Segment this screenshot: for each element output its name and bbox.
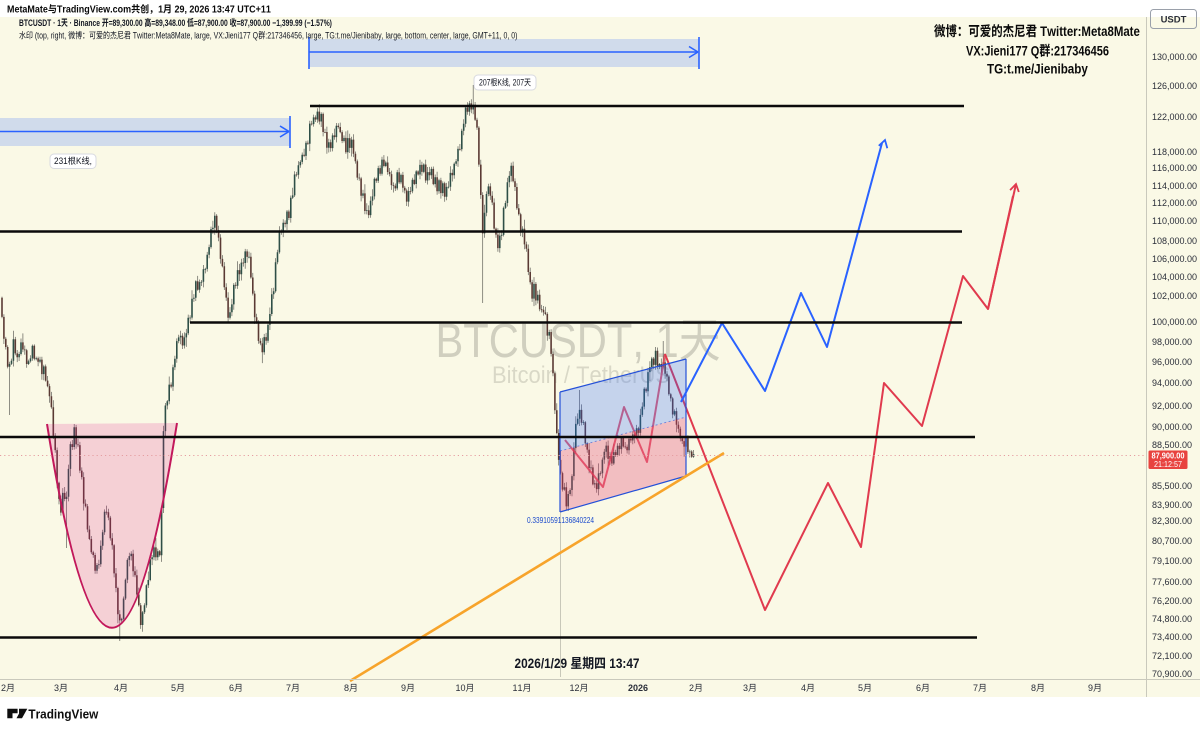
- svg-text:104,000.00: 104,000.00: [1152, 272, 1197, 282]
- svg-text::217346456, large, TG:t.me/Jie: :217346456, large, TG:t.me/Jienibaby, la…: [265, 31, 517, 41]
- svg-text:82,300.00: 82,300.00: [1152, 516, 1192, 526]
- svg-text:2026/1/29: 2026/1/29: [515, 656, 568, 671]
- svg-text:92,000.00: 92,000.00: [1152, 401, 1192, 411]
- svg-text:6: 6: [916, 683, 921, 693]
- svg-text:207: 207: [479, 78, 491, 88]
- svg-text:2026: 2026: [628, 683, 648, 693]
- svg-text:Twitter:Meta8Mate, large, VX:J: Twitter:Meta8Mate, large, VX:Jieni177 Q: [133, 31, 258, 41]
- svg-text:72,100.00: 72,100.00: [1152, 651, 1192, 661]
- svg-text:29, 2026 13:47 UTC+11: 29, 2026 13:47 UTC+11: [174, 4, 271, 16]
- svg-text:21:12:57: 21:12:57: [1154, 460, 1182, 469]
- svg-text:8: 8: [344, 683, 349, 693]
- svg-text:96,000.00: 96,000.00: [1152, 357, 1192, 367]
- svg-text:TradingView.com: TradingView.com: [57, 4, 131, 16]
- svg-text:MetaMate: MetaMate: [7, 4, 48, 16]
- svg-text:VX:Jieni177 Q: VX:Jieni177 Q: [966, 43, 1039, 59]
- svg-text::217346456: :217346456: [1050, 43, 1109, 59]
- svg-text:106,000.00: 106,000.00: [1152, 254, 1197, 264]
- svg-text:130,000.00: 130,000.00: [1152, 52, 1197, 62]
- svg-text:=89,348.00: =89,348.00: [151, 18, 185, 28]
- svg-text:1: 1: [158, 4, 164, 16]
- svg-text:108,000.00: 108,000.00: [1152, 236, 1197, 246]
- svg-text:3: 3: [54, 683, 59, 693]
- svg-text:76,200.00: 76,200.00: [1152, 596, 1192, 606]
- svg-text:90,000.00: 90,000.00: [1152, 422, 1192, 432]
- svg-text:TradingView: TradingView: [28, 707, 98, 722]
- svg-text:88,500.00: 88,500.00: [1152, 440, 1192, 450]
- svg-text:8: 8: [1031, 683, 1036, 693]
- svg-text:80,700.00: 80,700.00: [1152, 536, 1192, 546]
- svg-text:94,000.00: 94,000.00: [1152, 378, 1192, 388]
- svg-text:7: 7: [973, 683, 978, 693]
- svg-text:9: 9: [1088, 683, 1093, 693]
- svg-text:126,000.00: 126,000.00: [1152, 81, 1197, 91]
- svg-text:5: 5: [858, 683, 863, 693]
- svg-text:12: 12: [570, 683, 580, 693]
- svg-text:4: 4: [114, 683, 119, 693]
- svg-text:· Binance: · Binance: [70, 18, 101, 28]
- svg-text:122,000.00: 122,000.00: [1152, 112, 1197, 122]
- svg-text:2: 2: [1, 683, 6, 693]
- svg-text:74,800.00: 74,800.00: [1152, 614, 1192, 624]
- svg-text:79,100.00: 79,100.00: [1152, 556, 1192, 566]
- svg-text:0.33910591136840224: 0.33910591136840224: [527, 515, 594, 525]
- svg-text:116,000.00: 116,000.00: [1152, 163, 1197, 173]
- svg-text:77,600.00: 77,600.00: [1152, 577, 1192, 587]
- svg-text:5: 5: [171, 683, 176, 693]
- svg-text:73,400.00: 73,400.00: [1152, 632, 1192, 642]
- svg-text:85,500.00: 85,500.00: [1152, 481, 1192, 491]
- svg-text:2: 2: [689, 683, 694, 693]
- svg-text:=87,900.00 −1,399.99 (−1.57%): =87,900.00 −1,399.99 (−1.57%): [236, 18, 332, 28]
- svg-text:9: 9: [401, 683, 406, 693]
- svg-text:Twitter:Meta8Mate: Twitter:Meta8Mate: [1040, 23, 1140, 39]
- svg-text:=87,900.00: =87,900.00: [194, 18, 228, 28]
- svg-text:4: 4: [801, 683, 806, 693]
- svg-text:10: 10: [456, 683, 466, 693]
- svg-text:102,000.00: 102,000.00: [1152, 291, 1197, 301]
- svg-text:114,000.00: 114,000.00: [1152, 181, 1197, 191]
- svg-text:110,000.00: 110,000.00: [1152, 216, 1197, 226]
- svg-text:100,000.00: 100,000.00: [1152, 317, 1197, 327]
- svg-text:K: K: [76, 156, 82, 166]
- svg-text:112,000.00: 112,000.00: [1152, 198, 1197, 208]
- svg-text:11: 11: [513, 683, 523, 693]
- svg-text:7: 7: [286, 683, 291, 693]
- svg-text:Bitcoin / TetherUS: Bitcoin / TetherUS: [492, 361, 670, 388]
- svg-text:USDT: USDT: [1161, 15, 1187, 26]
- svg-text:6: 6: [229, 683, 234, 693]
- svg-text:=89,300.00: =89,300.00: [109, 18, 143, 28]
- svg-text:98,000.00: 98,000.00: [1152, 337, 1192, 347]
- svg-text:70,900.00: 70,900.00: [1152, 669, 1192, 679]
- svg-text:TG:t.me/Jienibaby: TG:t.me/Jienibaby: [987, 60, 1089, 76]
- svg-text:118,000.00: 118,000.00: [1152, 147, 1197, 157]
- svg-text:K: K: [497, 78, 502, 88]
- svg-text:(top, right,: (top, right,: [35, 31, 66, 41]
- svg-text:3: 3: [743, 683, 748, 693]
- svg-text:87,900.00: 87,900.00: [1152, 452, 1186, 461]
- svg-text:BTCUSDT · 1: BTCUSDT · 1: [19, 18, 61, 28]
- svg-text:83,900.00: 83,900.00: [1152, 500, 1192, 510]
- svg-text:,: ,: [90, 156, 92, 166]
- svg-text:231: 231: [54, 156, 68, 166]
- svg-text:13:47: 13:47: [609, 656, 639, 671]
- svg-text:, 207: , 207: [509, 78, 525, 88]
